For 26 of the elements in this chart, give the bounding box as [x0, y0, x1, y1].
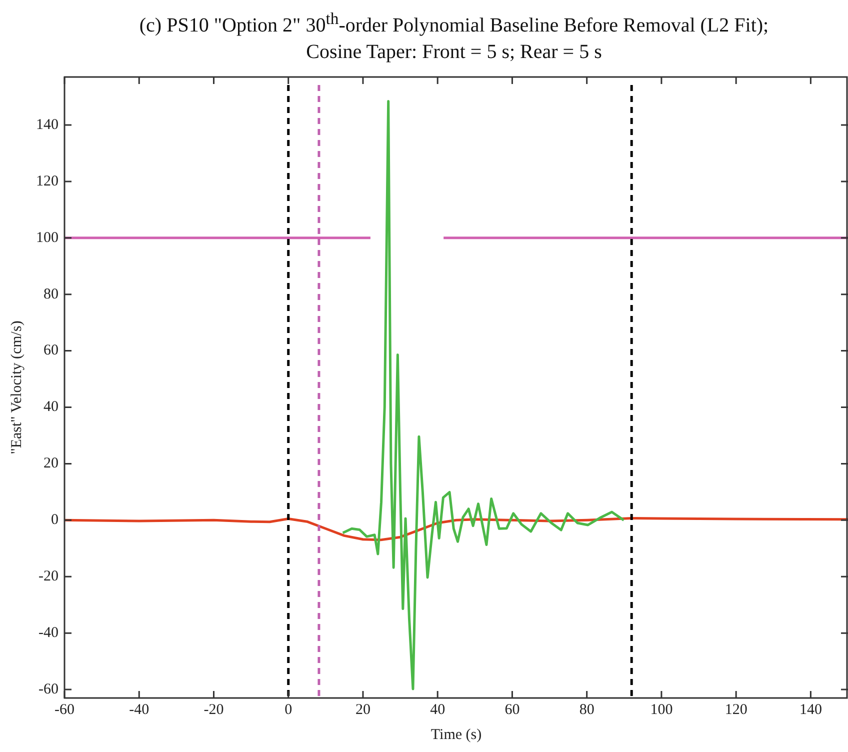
x-tick-label: 140: [799, 702, 822, 718]
y-tick-label: 120: [36, 173, 58, 190]
y-tick-label: -60: [38, 681, 58, 698]
x-tick-label: 120: [724, 702, 748, 718]
chart-title: (c) PS10 "Option 2" 30$^{th}$-order Polynomial Baseline Before Removal (L2 Fit);: [138, 8, 770, 39]
y-tick-label: 140: [36, 116, 58, 133]
x-axis-title: Time (s): [430, 726, 482, 743]
y-tick-label: -40: [38, 625, 58, 642]
y-tick-label: 60: [44, 342, 58, 359]
x-tick-label: 100: [650, 702, 673, 718]
x-tick-label: 80: [579, 702, 594, 718]
y-tick-label: 100: [36, 230, 58, 246]
y-tick-label: 40: [44, 399, 58, 416]
x-tick-label: -40: [129, 702, 150, 718]
y-tick-label: 0: [51, 512, 58, 528]
chart-subtitle: Cosine Taper: Front = 5 s; Rear = 5 s: [305, 40, 603, 65]
y-tick-label: 20: [44, 456, 58, 472]
x-tick-label: 0: [284, 702, 292, 718]
x-tick-label: -20: [204, 702, 224, 718]
y-axis-title: "East" Velocity (cm/s): [8, 320, 25, 454]
x-tick-label: 40: [430, 702, 446, 718]
y-tick-label: -20: [38, 568, 58, 585]
x-tick-label: 60: [504, 702, 520, 718]
x-tick-label: -60: [54, 702, 74, 718]
x-tick-label: 20: [355, 702, 370, 718]
y-tick-label: 80: [44, 286, 58, 302]
